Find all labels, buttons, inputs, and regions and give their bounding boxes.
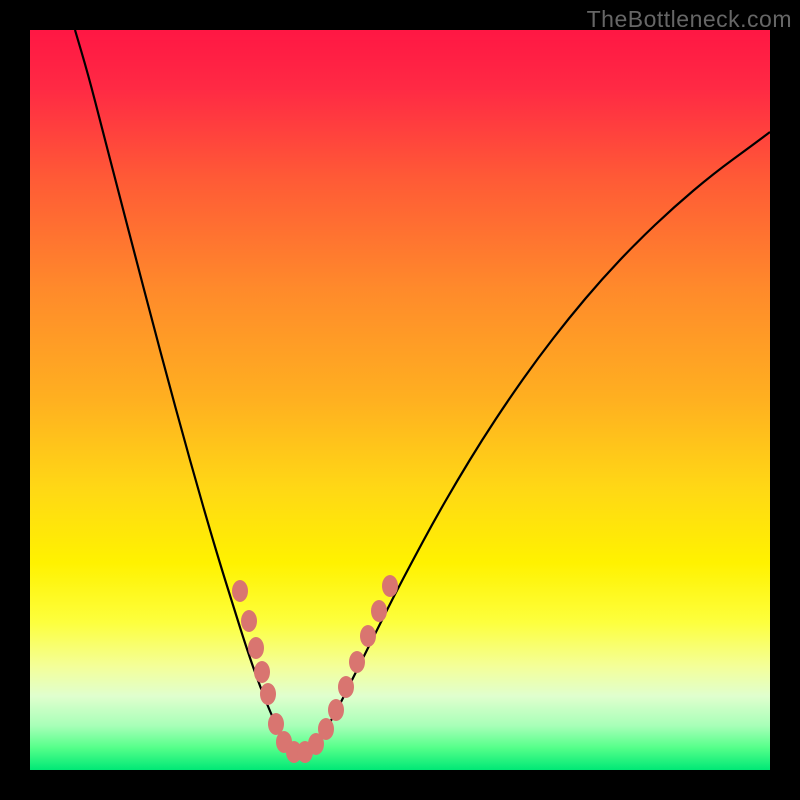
plot-area [30,30,770,770]
data-marker [232,580,248,602]
data-marker [254,661,270,683]
data-marker [338,676,354,698]
data-marker [248,637,264,659]
data-marker [318,718,334,740]
watermark-text: TheBottleneck.com [587,6,792,33]
marker-layer [30,30,770,770]
data-marker [260,683,276,705]
data-marker [349,651,365,673]
data-marker [241,610,257,632]
data-marker [328,699,344,721]
data-marker [382,575,398,597]
data-marker [371,600,387,622]
data-marker [360,625,376,647]
